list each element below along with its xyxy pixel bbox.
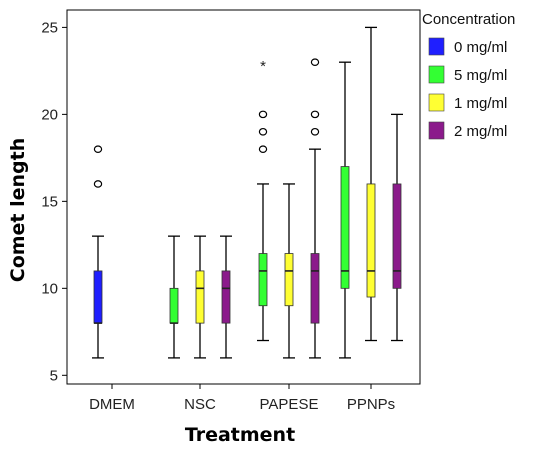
- box-iqr: [284, 253, 294, 307]
- legend-label: 0 mg/ml: [454, 39, 507, 56]
- box-iqr: [392, 183, 402, 289]
- box-nsc-1mgml: [194, 235, 206, 359]
- box-iqr: [366, 183, 376, 298]
- box-ppnps-5mgml: [339, 61, 351, 359]
- box-nsc-2mgml: [220, 235, 232, 359]
- y-tick-label: 5: [50, 367, 58, 384]
- y-tick-label: 10: [41, 280, 58, 297]
- box-nsc-5mgml: [168, 235, 180, 359]
- legend-item: 2 mg/ml: [428, 121, 507, 140]
- y-tick-label: 25: [41, 19, 58, 36]
- outlier-point: [310, 127, 320, 136]
- extreme-point: *: [260, 58, 266, 75]
- x-axis: DMEM NSC PAPESE PPNPs: [89, 384, 395, 413]
- legend-swatch: [428, 37, 445, 56]
- box-iqr: [195, 270, 205, 324]
- boxes: *: [92, 26, 403, 359]
- outlier-point: [93, 145, 103, 153]
- legend-label: 5 mg/ml: [454, 67, 507, 84]
- x-tick-label: PPNPs: [347, 396, 395, 413]
- outlier-point: [258, 145, 268, 153]
- y-tick-label: 15: [41, 193, 58, 210]
- x-tick-label: PAPESE: [260, 396, 319, 413]
- x-tick-label: NSC: [184, 396, 216, 413]
- box-iqr: [221, 270, 231, 324]
- legend-swatch: [428, 121, 445, 140]
- box-papese-2mgml: [309, 58, 321, 359]
- outlier-point: [258, 127, 268, 136]
- outlier-point: [258, 110, 268, 119]
- box-ppnps-2mgml: [391, 113, 403, 342]
- box-iqr: [169, 287, 179, 324]
- legend-item: 1 mg/ml: [428, 93, 507, 112]
- outlier-point: [310, 58, 320, 66]
- x-axis-title: Treatment: [185, 424, 295, 446]
- legend-label: 1 mg/ml: [454, 95, 507, 112]
- outlier-point: [93, 180, 103, 188]
- plot-frame: [66, 9, 421, 385]
- box-papese-5mgml: *: [257, 58, 269, 342]
- box-iqr: [93, 270, 103, 324]
- box-iqr: [310, 253, 320, 324]
- box-iqr: [340, 166, 350, 289]
- y-tick-label: 20: [41, 106, 58, 123]
- legend-label: 2 mg/ml: [454, 123, 507, 140]
- legend-swatch: [428, 93, 445, 112]
- y-axis-title: Comet length: [7, 138, 29, 283]
- y-axis: 5 10 15 20 25: [41, 19, 67, 384]
- legend-swatch: [428, 65, 445, 84]
- box-ppnps-1mgml: [365, 26, 377, 342]
- legend-title: Concentration: [422, 11, 515, 28]
- legend-item: 0 mg/ml: [428, 37, 507, 56]
- legend: Concentration 0 mg/ml 5 mg/ml 1 mg/ml 2 mg/…: [422, 11, 515, 140]
- plot-border: [66, 9, 421, 385]
- x-tick-label: DMEM: [89, 396, 135, 413]
- box-iqr: [258, 253, 268, 307]
- legend-item: 5 mg/ml: [428, 65, 507, 84]
- box-dmem-0mgml: [92, 145, 104, 359]
- box-papese-1mgml: [283, 183, 295, 359]
- outlier-point: [310, 110, 320, 119]
